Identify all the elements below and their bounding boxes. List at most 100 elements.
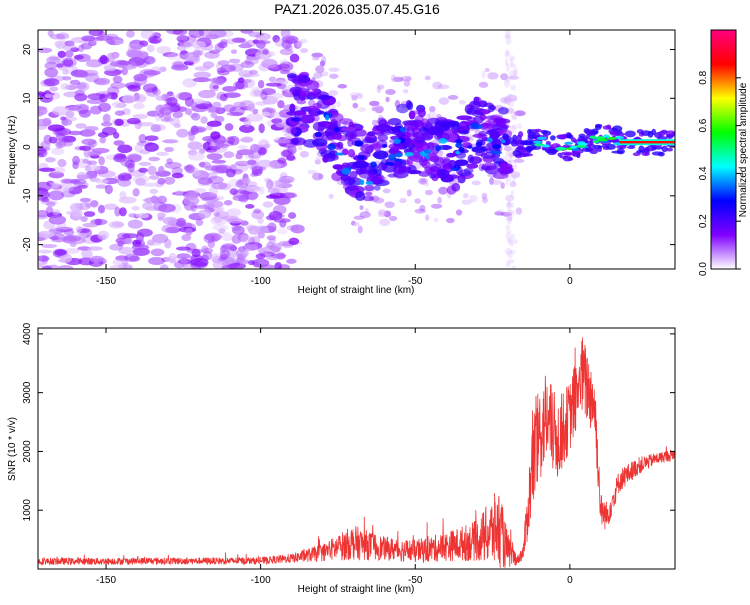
spectral-blob (145, 87, 161, 98)
chart-title: PAZ1.2026.035.07.45.G16 (274, 1, 440, 17)
spectral-blob (213, 215, 223, 224)
colorbar-tick-label: 0.4 (698, 166, 709, 180)
spectral-blob (246, 190, 258, 201)
spectral-blob (274, 262, 282, 269)
spectral-blob (251, 168, 263, 177)
spectral-blob (60, 83, 70, 91)
spectral-blob (75, 123, 87, 129)
spectral-blob (352, 102, 359, 109)
spectral-blob (102, 113, 111, 124)
spectral-blob (489, 177, 495, 185)
spectral-blob (505, 194, 515, 202)
spectral-blob (249, 69, 258, 75)
spectral-blob (78, 231, 87, 238)
spectral-blob (251, 258, 270, 268)
snr-frame (37, 327, 676, 570)
spectral-blob (81, 35, 96, 42)
y-tick-label: 10 (22, 92, 33, 104)
x-tick-label: -100 (251, 575, 271, 586)
spectral-blob (152, 233, 169, 244)
spectral-blob (481, 70, 486, 79)
spectral-blob (185, 164, 195, 174)
spectral-blob (382, 188, 391, 194)
spectral-blob (481, 192, 488, 200)
spectral-blob (279, 172, 288, 179)
spectral-blob (603, 134, 611, 138)
spectral-blob (457, 125, 470, 133)
spectral-blob (71, 209, 83, 217)
spectral-blob (89, 255, 105, 263)
spectral-blob (176, 92, 190, 101)
spectrogram-x-label: Height of straight line (km) (298, 285, 415, 296)
spectral-blob (314, 159, 321, 165)
spectral-blob (47, 30, 54, 37)
spectral-blob (367, 131, 376, 137)
spectral-blob (230, 49, 238, 54)
spectral-blob (44, 67, 59, 78)
spectral-blob (328, 150, 338, 157)
spectral-blob (584, 129, 596, 136)
spectral-blob (198, 89, 216, 99)
spectral-blob (132, 188, 140, 197)
spectral-blob (374, 184, 381, 191)
spectral-blob (206, 120, 222, 127)
spectral-blob (142, 197, 159, 203)
spectral-blob (286, 225, 299, 231)
spectral-blob (47, 124, 65, 132)
spectral-blob (407, 101, 414, 111)
spectral-blob (69, 202, 84, 212)
spectral-blob (307, 169, 317, 175)
spectral-blob (44, 93, 52, 99)
spectral-blob (589, 135, 596, 139)
spectral-blob (42, 117, 52, 127)
spectral-blob (59, 116, 67, 121)
spectral-blob (640, 130, 652, 137)
spectral-blob (226, 111, 244, 117)
spectral-blob (226, 136, 236, 144)
spectral-blob (312, 56, 320, 61)
spectral-blob (272, 204, 287, 215)
spectral-blob (171, 172, 184, 179)
x-tick-label: -50 (408, 575, 423, 586)
spectral-blob (616, 148, 625, 155)
spectral-blob (164, 226, 179, 234)
spectral-blob (127, 154, 142, 163)
spectral-blob (499, 161, 507, 171)
spectral-blob (405, 75, 412, 82)
spectral-blob (493, 150, 502, 155)
x-tick-label: -150 (96, 276, 116, 287)
spectral-blob (437, 84, 450, 90)
spectral-blob (351, 94, 358, 101)
spectral-blob (429, 163, 442, 173)
spectral-blob (101, 126, 117, 136)
spectral-blob (353, 222, 360, 227)
spectral-blob (507, 175, 512, 182)
spectral-blob (337, 84, 348, 89)
spectral-blob (256, 159, 274, 168)
spectral-blob (144, 135, 159, 142)
spectral-blob (300, 114, 315, 124)
spectral-blob (357, 225, 363, 234)
spectral-blob (111, 101, 123, 109)
spectral-blob (155, 95, 165, 101)
snr-y-label: SNR (10 * v/v) (7, 417, 18, 481)
spectral-blob (596, 138, 608, 142)
spectral-blob (417, 177, 429, 185)
spectral-blob (57, 140, 67, 149)
colorbar: 0.0 0.2 0.4 0.6 0.8 Normalized spectral ampl… (698, 29, 749, 276)
spectral-blob (239, 124, 255, 133)
spectral-blob (48, 190, 65, 201)
spectral-blob (185, 227, 193, 236)
spectral-blob (504, 248, 512, 255)
spectral-blob (188, 151, 205, 161)
spectral-blob (506, 201, 512, 208)
spectral-blob (238, 79, 252, 84)
spectral-blob (646, 144, 656, 152)
spectral-blob (253, 208, 262, 214)
spectral-blob (135, 212, 150, 219)
spectral-blob (48, 215, 67, 225)
spectral-blob (193, 71, 212, 79)
spectral-blob (84, 144, 95, 151)
x-tick-label: -150 (96, 575, 116, 586)
spectral-blob (509, 152, 514, 158)
